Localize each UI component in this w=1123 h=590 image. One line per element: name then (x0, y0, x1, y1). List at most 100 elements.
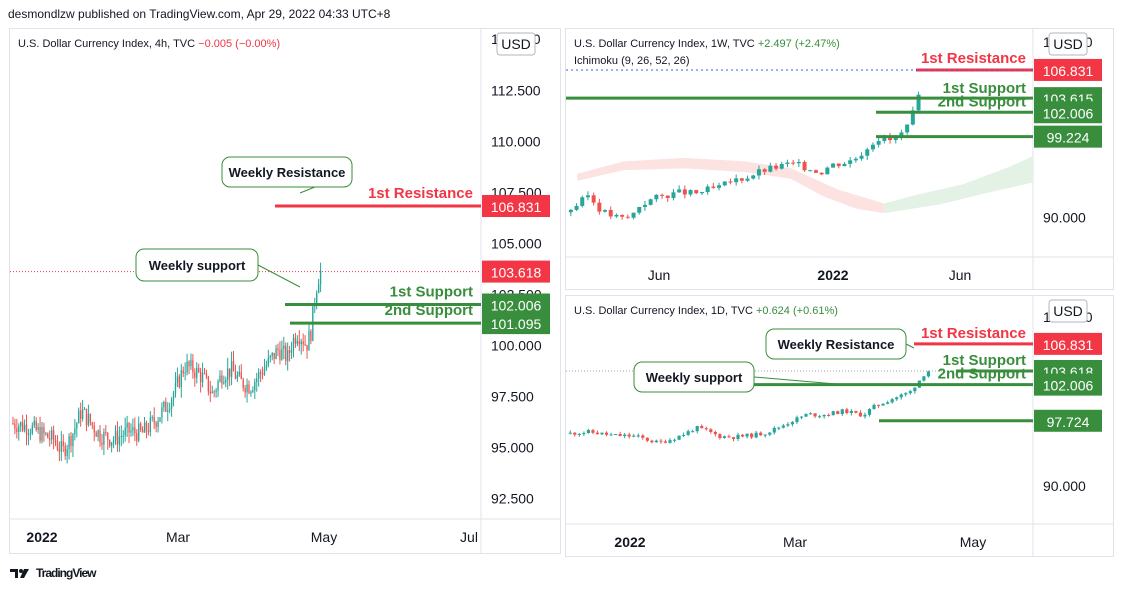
candle-body (700, 426, 704, 429)
candle-body (813, 413, 817, 417)
level-label: 1st Resistance (921, 50, 1026, 67)
candle-body (899, 132, 904, 137)
candle-body (219, 375, 221, 382)
candle-body (112, 440, 115, 443)
candle-body (145, 422, 148, 432)
candle-body (132, 427, 134, 431)
chart-title: U.S. Dollar Currency Index, 1D, TVC +0.6… (574, 305, 838, 317)
candle-body (840, 409, 844, 415)
x-tick-label: May (960, 534, 986, 550)
price-tag (1034, 409, 1102, 432)
candle-body (745, 433, 749, 437)
candle-body (306, 344, 308, 351)
candle-body (717, 185, 722, 188)
y-tick-label: 95.000 (491, 440, 534, 456)
candle-body (205, 373, 208, 377)
candle-body (252, 389, 254, 392)
candle-body (890, 399, 894, 403)
candle-body (722, 181, 727, 186)
candle-body (865, 149, 870, 156)
candle-body (43, 427, 45, 434)
candle-body (642, 204, 647, 207)
candle-body (155, 422, 157, 427)
candle-body (316, 293, 318, 305)
chart-1d-svg[interactable]: U.S. Dollar Currency Index, 1D, TVC +0.6… (566, 296, 1113, 556)
currency-badge (1048, 32, 1088, 56)
candle-body (802, 161, 807, 171)
candle-body (207, 376, 210, 392)
candle-body (618, 434, 622, 437)
candle-body (819, 172, 824, 175)
chart-panel-4h[interactable]: U.S. Dollar Currency Index, 4h, TVC −0.0… (9, 28, 561, 554)
candle-body (849, 410, 853, 414)
candle-body (130, 430, 132, 433)
x-tick-label: Mar (166, 529, 190, 545)
candle-body (62, 441, 64, 446)
candle-body (163, 401, 165, 408)
candle-body (18, 426, 20, 433)
chart-panel-1w[interactable]: U.S. Dollar Currency Index, 1W, TVC +2.4… (565, 28, 1114, 290)
candle-body (791, 162, 796, 164)
candle-body (273, 352, 275, 360)
candle-body (620, 214, 625, 217)
candle-body (70, 436, 72, 447)
candle-body (882, 135, 887, 142)
candle-body (756, 169, 761, 176)
candle-body (178, 376, 181, 388)
ichimoku-cloud-bullish (884, 156, 1033, 214)
candle-body (694, 190, 699, 194)
candle-body (636, 435, 640, 437)
candle-body (304, 344, 306, 346)
level-label: 2nd Support (938, 366, 1026, 383)
chart-4h-svg[interactable]: U.S. Dollar Currency Index, 4h, TVC −0.0… (10, 29, 560, 553)
candle-body (711, 186, 716, 188)
price-tag-label: 106.831 (1043, 63, 1094, 79)
candle-body (151, 417, 153, 419)
chart-panel-1d[interactable]: U.S. Dollar Currency Index, 1D, TVC +0.6… (565, 295, 1114, 557)
candle-body (254, 381, 256, 390)
candle-body (659, 440, 663, 442)
candle-body (39, 426, 41, 441)
candle-body (263, 368, 266, 375)
candle-body (595, 432, 600, 435)
candle-body (230, 361, 233, 377)
candle-body (614, 434, 618, 436)
candle-body (908, 391, 912, 394)
candle-body (250, 391, 252, 394)
candle-body (271, 352, 273, 356)
candle-body (577, 433, 581, 435)
candle-body (256, 378, 258, 382)
candle-body (895, 397, 899, 400)
price-tag (1034, 101, 1102, 124)
price-change: −0.005 (−0.00%) (198, 38, 280, 50)
candle-body (12, 423, 14, 425)
candle-body (668, 440, 672, 443)
candle-body (876, 404, 881, 406)
candle-body (310, 331, 312, 341)
price-change: +2.497 (+2.47%) (758, 38, 840, 50)
callout-text: Weekly support (646, 370, 743, 385)
candle-body (201, 372, 204, 383)
y-tick-label: 105.000 (491, 235, 542, 251)
last-price-label: 103.618 (491, 265, 542, 281)
x-tick-label: 2022 (614, 534, 645, 550)
x-tick-label: Jun (949, 267, 972, 283)
candle-body (60, 441, 63, 452)
candle-body (74, 428, 76, 434)
candle-body (157, 421, 159, 427)
candle-body (275, 348, 277, 360)
candle-body (182, 370, 184, 374)
chart-1w-svg[interactable]: U.S. Dollar Currency Index, 1W, TVC +2.4… (566, 29, 1113, 289)
price-tag-label: 106.831 (1043, 337, 1094, 353)
candle-body (167, 410, 169, 412)
candle-body (120, 436, 122, 438)
price-tag-label: 99.224 (1047, 130, 1090, 146)
candle-body (23, 424, 26, 431)
callout-text: Weekly support (149, 258, 246, 273)
candle-body (139, 423, 142, 430)
y-tick-label: 90.000 (1043, 210, 1086, 226)
candle-body (650, 440, 654, 443)
x-tick-label: Jun (648, 267, 671, 283)
candle-body (257, 372, 260, 379)
candle-body (671, 192, 676, 198)
